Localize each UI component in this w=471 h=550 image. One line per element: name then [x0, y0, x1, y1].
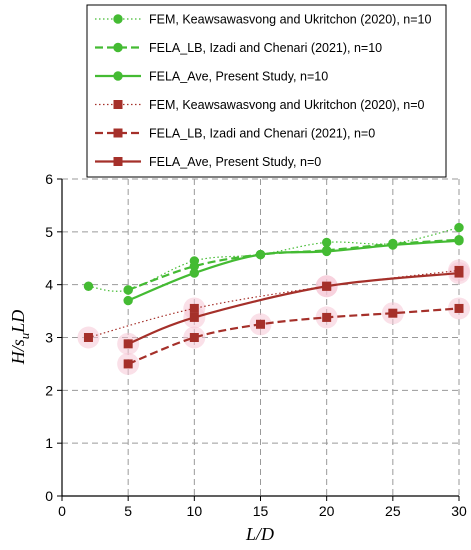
data-point — [321, 237, 332, 248]
y-tick-label: 4 — [45, 277, 53, 293]
data-point — [322, 312, 332, 322]
y-axis-title: H/suLD — [8, 310, 32, 366]
data-point — [123, 285, 133, 295]
legend-item-3: FEM, Keawsawasvong and Ukritchon (2020),… — [95, 98, 425, 112]
data-point — [123, 339, 133, 349]
data-point — [388, 240, 398, 250]
legend-label: FELA_LB, Izadi and Chenari (2021), n=10 — [149, 41, 382, 55]
legend: FEM, Keawsawasvong and Ukritchon (2020),… — [86, 4, 447, 178]
data-point — [256, 319, 265, 329]
y-tick-label: 1 — [45, 435, 53, 451]
x-tick-label: 15 — [253, 503, 269, 519]
legend-marker — [113, 14, 123, 24]
legend-label: FEM, Keawsawasvong and Ukritchon (2020),… — [149, 13, 431, 27]
x-tick-label: 10 — [187, 503, 203, 519]
data-point — [123, 295, 133, 306]
data-point — [454, 268, 464, 278]
y-tick-label: 0 — [45, 488, 53, 504]
x-tick-label: 30 — [451, 503, 467, 519]
legend-item-4: FELA_LB, Izadi and Chenari (2021), n=0 — [95, 127, 375, 141]
plot-area: 0 5 10 15 20 25 30 0 1 2 3 4 5 6 — [45, 171, 470, 519]
data-point — [388, 308, 398, 318]
data-point — [189, 268, 200, 278]
series-2 — [123, 236, 464, 306]
x-tick-label: 5 — [124, 503, 132, 519]
legend-marker — [113, 42, 123, 53]
data-point — [189, 333, 199, 342]
legend-label: FELA_Ave, Present Study, n=10 — [149, 70, 328, 84]
legend-marker — [113, 157, 123, 166]
legend-item-2: FELA_Ave, Present Study, n=10 — [95, 70, 328, 84]
data-point — [322, 281, 332, 291]
series-4 — [123, 303, 464, 369]
series-5 — [123, 268, 464, 349]
legend-label: FEM, Keawsawasvong and Ukritchon (2020),… — [149, 98, 425, 112]
y-tick-label: 3 — [45, 330, 53, 346]
x-tick-label: 20 — [319, 503, 335, 519]
data-point — [454, 303, 464, 313]
tick-layer: 0 5 10 15 20 25 30 0 1 2 3 4 5 6 — [45, 171, 467, 519]
data-point — [189, 312, 199, 322]
y-tick-label: 6 — [45, 171, 53, 187]
series-line — [127, 239, 460, 302]
data-point — [321, 246, 332, 257]
y-tick-label: 2 — [45, 382, 53, 398]
x-tick-label: 25 — [385, 503, 401, 519]
legend-item-1: FELA_LB, Izadi and Chenari (2021), n=10 — [95, 41, 382, 55]
legend-marker — [113, 128, 123, 138]
x-axis-title: L/D — [245, 524, 274, 544]
data-point — [189, 303, 199, 313]
legend-label: FELA_LB, Izadi and Chenari (2021), n=0 — [149, 127, 375, 141]
series-layer — [77, 222, 470, 375]
legend-marker — [113, 71, 123, 81]
data-point — [83, 333, 93, 342]
series-line — [127, 307, 460, 365]
data-point — [454, 236, 464, 246]
legend-box — [86, 4, 447, 178]
legend-marker — [113, 100, 123, 109]
legend-label: FELA_Ave, Present Study, n=0 — [149, 155, 321, 169]
legend-item-5: FELA_Ave, Present Study, n=0 — [95, 155, 321, 169]
legend-item-0: FEM, Keawsawasvong and Ukritchon (2020),… — [95, 13, 431, 27]
data-point — [454, 222, 464, 233]
series-line — [127, 271, 460, 345]
data-point — [255, 249, 266, 260]
y-tick-label: 5 — [45, 224, 53, 240]
data-point — [123, 359, 133, 369]
data-point — [83, 281, 94, 291]
grid — [62, 178, 460, 496]
x-tick-label: 0 — [58, 503, 66, 519]
